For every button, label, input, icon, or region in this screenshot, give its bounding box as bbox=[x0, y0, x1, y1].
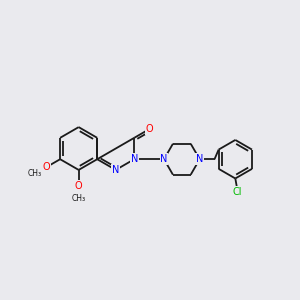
Text: N: N bbox=[160, 154, 168, 164]
Text: CH₃: CH₃ bbox=[28, 169, 42, 178]
Text: O: O bbox=[42, 162, 50, 172]
Text: O: O bbox=[75, 181, 82, 191]
Text: N: N bbox=[130, 154, 138, 164]
Text: CH₃: CH₃ bbox=[72, 194, 86, 203]
Text: N: N bbox=[112, 165, 119, 175]
Text: Cl: Cl bbox=[233, 187, 242, 197]
Text: N: N bbox=[196, 154, 203, 164]
Text: O: O bbox=[146, 124, 154, 134]
